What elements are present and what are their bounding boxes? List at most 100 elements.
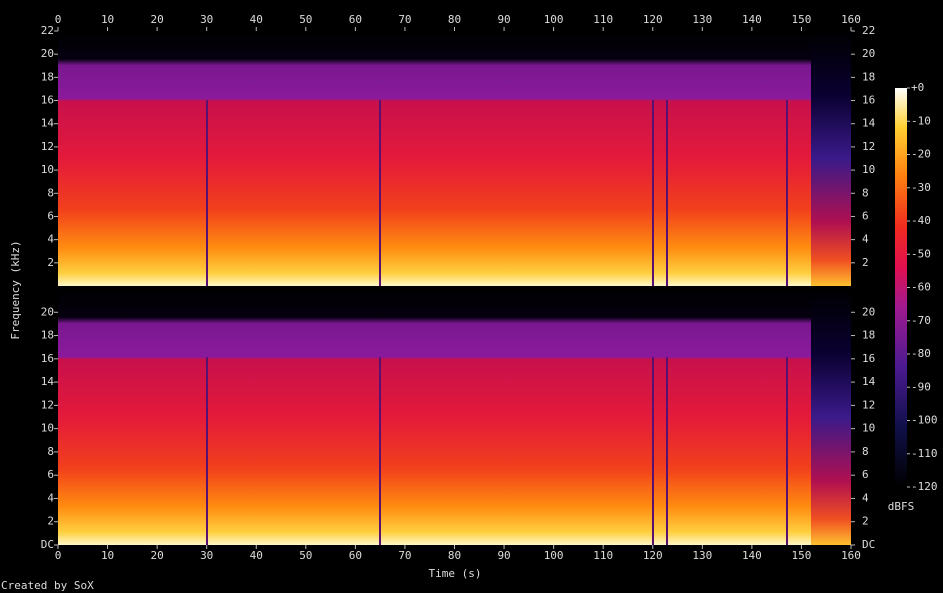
colorbar-tick-label: -40: [911, 214, 931, 227]
channel-1-tail: [811, 31, 851, 286]
y-tick-label-left: 12: [41, 398, 54, 411]
x-tick-label-bottom: 10: [101, 549, 114, 562]
colorbar-tick-label: -20: [911, 148, 931, 161]
y-tick-label-right: 2: [862, 256, 869, 269]
x-tick-label-bottom: 30: [200, 549, 213, 562]
y-tick-label-right: 20: [862, 47, 875, 60]
y-tick-label-left: 2: [47, 515, 54, 528]
colorbar-tick-label: -30: [911, 181, 931, 194]
colorbar-tick-label: -50: [911, 247, 931, 260]
y-tick-label-left: 4: [47, 233, 54, 246]
x-tick-label-bottom: 140: [742, 549, 762, 562]
y-tick-label-left: 18: [41, 70, 54, 83]
x-tick-label-bottom: 60: [349, 549, 362, 562]
x-tick-label-bottom: 120: [643, 549, 663, 562]
x-tick-label-top: 40: [250, 13, 263, 26]
x-tick-label-bottom: 0: [55, 549, 62, 562]
y-tick-label-right: 22: [862, 24, 875, 37]
y-tick-label-left: 8: [47, 445, 54, 458]
x-tick-label-top: 60: [349, 13, 362, 26]
x-tick-label-bottom: 40: [250, 549, 263, 562]
x-tick-label-top: 50: [299, 13, 312, 26]
y-tick-label-left: 22: [41, 24, 54, 37]
x-tick-label-top: 10: [101, 13, 114, 26]
x-tick-label-bottom: 90: [497, 549, 510, 562]
colorbar-tick-label: -90: [911, 380, 931, 393]
colorbar-tick-label: -10: [911, 114, 931, 127]
y-tick-label-right: 4: [862, 233, 869, 246]
y-tick-label-right: 14: [862, 375, 876, 388]
x-tick-label-bottom: 130: [692, 549, 712, 562]
colorbar-tick-label: -120: [911, 480, 938, 493]
y-tick-label-left: DC: [41, 538, 54, 551]
y-tick-label-right: 18: [862, 329, 875, 342]
y-tick-label-right: DC: [862, 538, 875, 551]
y-axis-label: Frequency (kHz): [9, 240, 22, 339]
y-tick-label-right: 10: [862, 422, 875, 435]
x-tick-label-top: 80: [448, 13, 461, 26]
x-tick-label-top: 20: [151, 13, 164, 26]
x-tick-label-bottom: 80: [448, 549, 461, 562]
y-tick-label-left: 20: [41, 305, 54, 318]
y-tick-label-left: 14: [41, 117, 55, 130]
y-tick-label-left: 20: [41, 47, 54, 60]
x-tick-label-top: 120: [643, 13, 663, 26]
x-tick-label-bottom: 110: [593, 549, 613, 562]
y-tick-label-right: 8: [862, 445, 869, 458]
y-tick-label-right: 12: [862, 398, 875, 411]
x-tick-label-top: 0: [55, 13, 62, 26]
colorbar-label: dBFS: [888, 500, 915, 513]
dropouts: [206, 100, 788, 545]
colorbar-tick-label: -70: [911, 314, 931, 327]
y-tick-label-right: 20: [862, 305, 875, 318]
x-tick-label-bottom: 150: [792, 549, 812, 562]
y-tick-label-left: 10: [41, 163, 54, 176]
x-tick-label-top: 140: [742, 13, 762, 26]
y-tick-label-left: 16: [41, 352, 54, 365]
channel-2: [58, 289, 851, 545]
channel-2-tail: [811, 289, 851, 545]
y-tick-label-left: 4: [47, 491, 54, 504]
x-tick-label-top: 110: [593, 13, 613, 26]
y-tick-label-right: 14: [862, 117, 876, 130]
y-tick-label-right: 6: [862, 209, 869, 222]
y-tick-label-left: 18: [41, 329, 54, 342]
x-tick-label-top: 70: [398, 13, 411, 26]
channel-1: [58, 31, 851, 286]
y-tick-label-right: 4: [862, 491, 869, 504]
y-tick-label-left: 6: [47, 468, 54, 481]
y-tick-label-right: 2: [862, 515, 869, 528]
x-tick-label-bottom: 100: [544, 549, 564, 562]
y-tick-label-left: 12: [41, 140, 54, 153]
y-tick-label-right: 18: [862, 70, 875, 83]
x-tick-label-bottom: 70: [398, 549, 411, 562]
x-tick-label-top: 130: [692, 13, 712, 26]
spectrogram-image: [58, 31, 851, 545]
x-axis-label: Time (s): [429, 567, 482, 580]
y-tick-label-left: 8: [47, 186, 54, 199]
x-tick-label-bottom: 160: [841, 549, 861, 562]
y-tick-label-right: 16: [862, 94, 875, 107]
y-tick-label-right: 8: [862, 186, 869, 199]
y-tick-label-left: 16: [41, 94, 54, 107]
x-tick-label-top: 160: [841, 13, 861, 26]
colorbar-tick-label: -60: [911, 281, 931, 294]
x-tick-label-top: 150: [792, 13, 812, 26]
credit: Created by SoX: [1, 579, 94, 592]
colorbar-tick-label: -110: [911, 447, 938, 460]
x-tick-label-bottom: 50: [299, 549, 312, 562]
y-tick-label-left: 2: [47, 256, 54, 269]
colorbar-tick-label: +0: [911, 81, 924, 94]
x-tick-label-top: 30: [200, 13, 213, 26]
colorbar-tick-label: -80: [911, 347, 931, 360]
y-tick-label-left: 6: [47, 209, 54, 222]
y-tick-label-left: 10: [41, 422, 54, 435]
y-tick-label-right: 16: [862, 352, 875, 365]
x-tick-label-top: 90: [497, 13, 510, 26]
x-tick-label-bottom: 20: [151, 549, 164, 562]
colorbar: [895, 88, 907, 487]
colorbar-tick-label: -100: [911, 414, 938, 427]
y-tick-label-right: 10: [862, 163, 875, 176]
y-tick-label-right: 12: [862, 140, 875, 153]
